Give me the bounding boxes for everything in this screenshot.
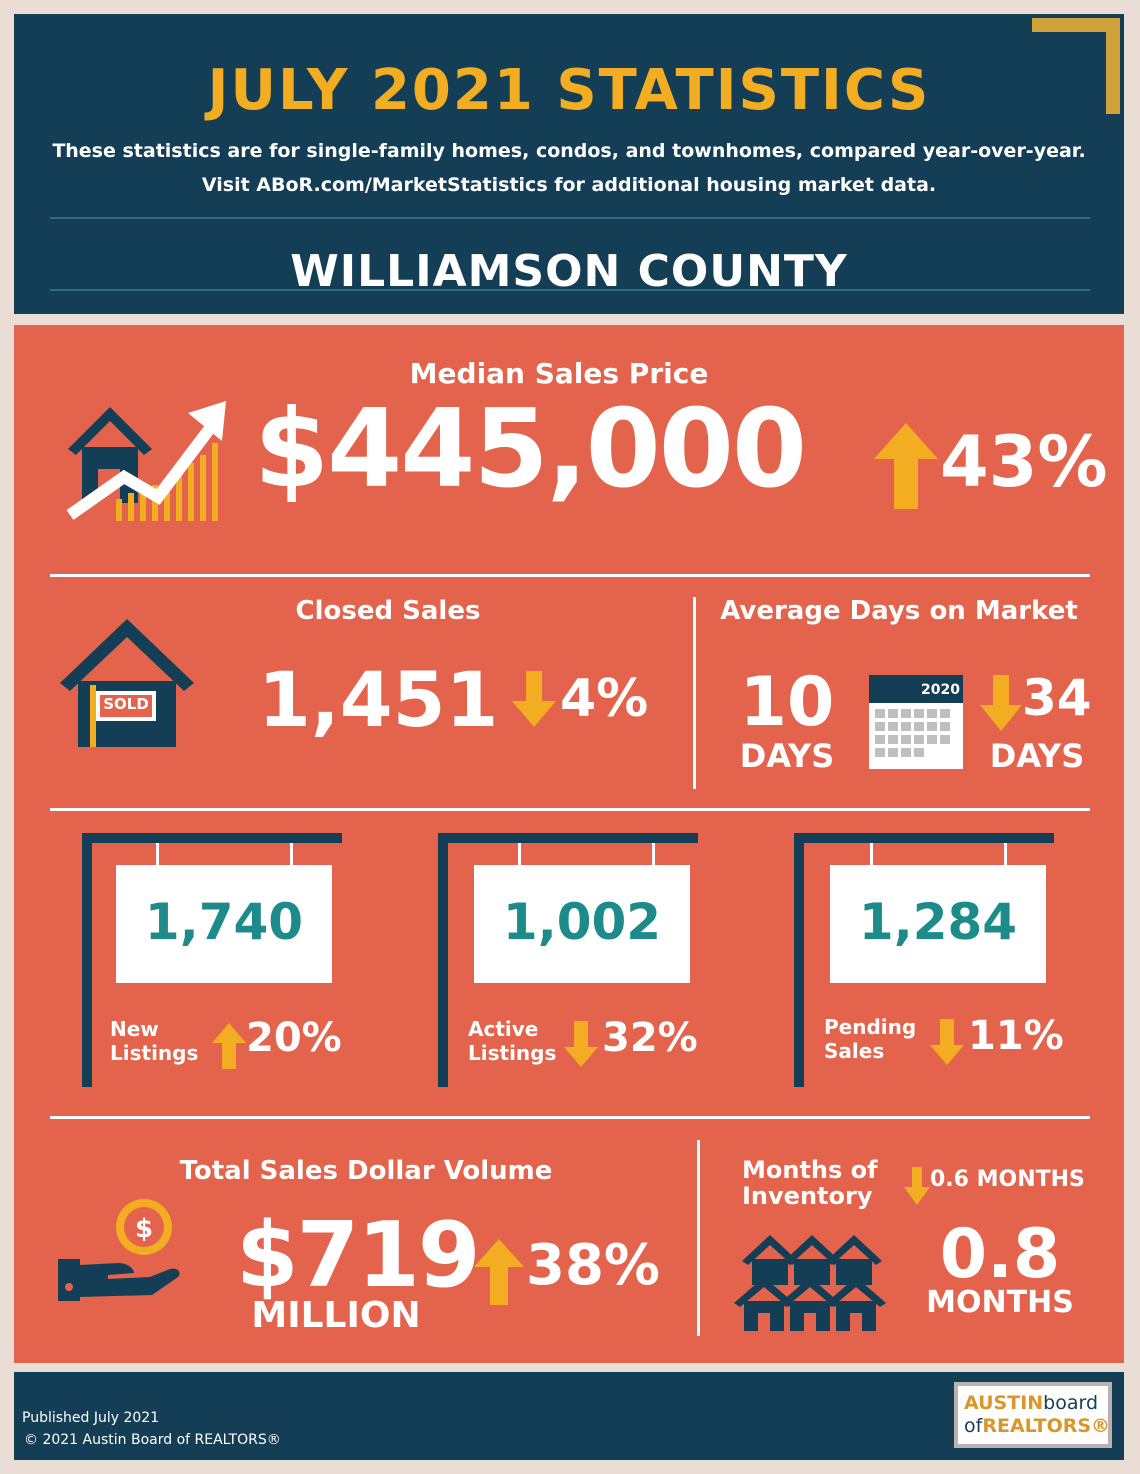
sold-house-icon [60, 619, 194, 747]
inventory-label-2: Inventory [742, 1182, 873, 1210]
dom-unit: DAYS [739, 737, 835, 775]
pending-sales-label-2: Sales [824, 1039, 885, 1063]
svg-text:$: $ [135, 1214, 153, 1244]
inventory-unit: MONTHS [926, 1285, 1074, 1320]
divider-top [50, 217, 1090, 219]
new-listings-label-2: Listings [110, 1041, 199, 1065]
vertical-divider [697, 1140, 700, 1336]
closed-sales-label: Closed Sales [295, 596, 481, 626]
median-value: $445,000 [254, 387, 807, 512]
abor-logo: AUSTINboard ofREALTORS® [954, 1382, 1112, 1448]
pending-sales-label-1: Pending [824, 1015, 917, 1039]
subtitle-line-1: These statistics are for single-family h… [52, 140, 1086, 162]
inventory-value: 0.8 [939, 1215, 1061, 1294]
dom-value: 10 [739, 663, 835, 742]
dom-change: 34 [1022, 669, 1092, 727]
dom-change-unit: DAYS [989, 737, 1085, 775]
arrow-up-icon [212, 1023, 246, 1069]
active-listings-change: 32% [602, 1015, 698, 1061]
section-divider [50, 1116, 1090, 1119]
arrow-down-icon [564, 1021, 598, 1067]
sold-sign-text: SOLD [103, 695, 149, 713]
corner-accent [1032, 18, 1120, 114]
arrow-down-icon [980, 675, 1022, 731]
arrow-down-icon [512, 671, 556, 727]
copyright-text: © 2021 Austin Board of REALTORS® [24, 1432, 281, 1448]
section-divider [50, 808, 1090, 811]
calendar-icon [869, 675, 963, 769]
volume-value: $719 [236, 1203, 480, 1308]
footer-bar: Published July 2021 © 2021 Austin Board … [14, 1372, 1124, 1460]
arrow-down-icon [904, 1167, 930, 1205]
county-title: WILLIAMSON COUNTY [290, 246, 848, 297]
median-change: 43% [940, 421, 1108, 503]
divider-bottom [50, 289, 1090, 291]
arrow-up-icon [474, 1239, 524, 1305]
header-banner: JULY 2021 STATISTICS These statistics ar… [14, 14, 1124, 314]
new-listings-label-1: New [110, 1017, 159, 1041]
subtitle-line-2: Visit ABoR.com/MarketStatistics for addi… [201, 174, 937, 196]
stats-panel: Median Sales Price $445,000 43% Closed S… [14, 325, 1124, 1363]
section-divider [50, 574, 1090, 577]
pending-sales-value: 1,284 [858, 893, 1018, 951]
dom-label: Average Days on Market [720, 596, 1078, 626]
closed-sales-value: 1,451 [258, 655, 499, 744]
pending-sales-change: 11% [968, 1013, 1064, 1059]
inventory-change: 0.6 MONTHS [930, 1167, 1085, 1192]
active-listings-label-1: Active [468, 1017, 539, 1041]
published-text: Published July 2021 [22, 1410, 160, 1426]
active-listings-value: 1,002 [502, 893, 662, 951]
page-title: JULY 2021 STATISTICS [207, 58, 931, 123]
vertical-divider [693, 597, 696, 789]
volume-label: Total Sales Dollar Volume [179, 1156, 553, 1186]
inventory-label-1: Months of [742, 1156, 878, 1184]
new-listings-value: 1,740 [144, 893, 304, 951]
calendar-year: 2020 [921, 682, 960, 698]
house-growth-icon [66, 401, 226, 521]
houses-icon [734, 1235, 886, 1331]
closed-sales-change: 4% [560, 669, 649, 729]
arrow-down-icon [930, 1019, 964, 1065]
money-hand-icon: $ [58, 1199, 180, 1301]
arrow-up-icon [874, 423, 938, 509]
new-listings-change: 20% [246, 1015, 342, 1061]
volume-change: 38% [526, 1233, 661, 1298]
median-label: Median Sales Price [409, 357, 709, 390]
active-listings-label-2: Listings [468, 1041, 557, 1065]
volume-unit: MILLION [251, 1295, 421, 1336]
